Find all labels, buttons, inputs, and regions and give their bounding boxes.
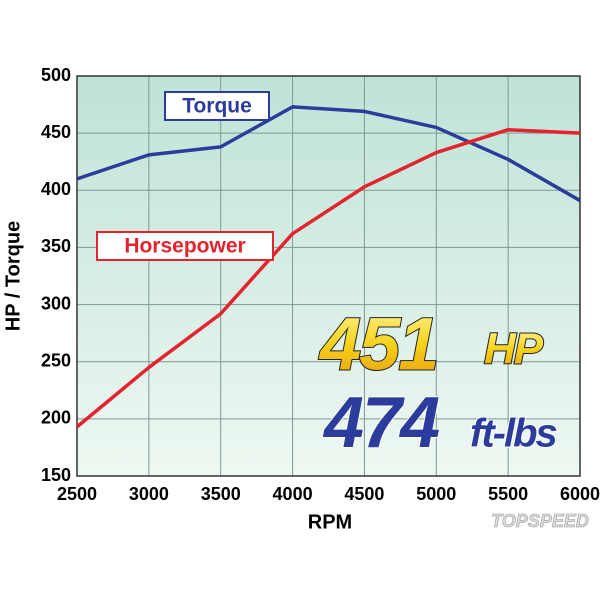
y-tick-label: 200 <box>41 408 71 428</box>
y-tick-label: 500 <box>41 65 71 85</box>
plot-border <box>76 75 581 477</box>
annotation: 474 <box>322 383 439 463</box>
y-tick-label: 450 <box>41 122 71 142</box>
legend-box <box>164 91 270 121</box>
y-tick-label: 300 <box>41 293 71 313</box>
y-tick-label: 250 <box>41 350 71 370</box>
x-tick-label: 4500 <box>344 484 384 504</box>
x-tick-label: 3000 <box>129 484 169 504</box>
x-tick-label: 5500 <box>488 484 528 504</box>
y-tick-label: 350 <box>41 236 71 256</box>
x-tick-label: 2500 <box>57 484 97 504</box>
x-axis-label: RPM <box>308 511 352 533</box>
y-axis-label: HP / Torque <box>2 221 24 331</box>
x-tick-label: 3500 <box>201 484 241 504</box>
watermark: TOPSPEED <box>491 511 589 531</box>
annotation: HP <box>484 325 544 374</box>
x-tick-label: 4000 <box>273 484 313 504</box>
line <box>76 105 581 203</box>
y-tick-label: 400 <box>41 179 71 199</box>
legend-label: Torque <box>182 95 252 118</box>
x-tick-label: 6000 <box>560 484 600 504</box>
legend-box <box>96 231 274 261</box>
line <box>75 127 581 429</box>
annotation: ft-lbs <box>470 412 557 456</box>
annotation: 451 <box>318 303 437 386</box>
legend-label: Horsepower <box>124 235 245 258</box>
x-tick-label: 5000 <box>416 484 456 504</box>
plot-area <box>77 76 580 476</box>
y-tick-label: 150 <box>41 465 71 485</box>
